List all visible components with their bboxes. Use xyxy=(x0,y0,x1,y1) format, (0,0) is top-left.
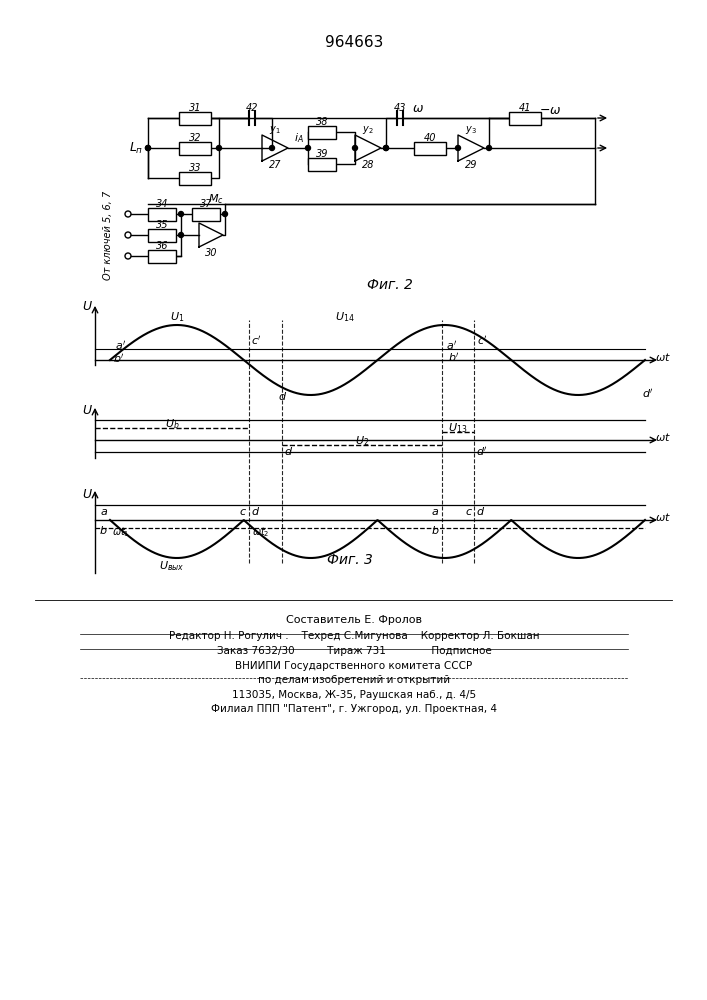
Text: 42: 42 xyxy=(246,103,258,113)
Text: 35: 35 xyxy=(156,220,168,230)
Text: Филиал ППП "Патент", г. Ужгород, ул. Проектная, 4: Филиал ППП "Патент", г. Ужгород, ул. Про… xyxy=(211,704,497,714)
Text: $c'$: $c'$ xyxy=(477,334,488,347)
Text: $d$: $d$ xyxy=(251,505,260,517)
Circle shape xyxy=(383,145,389,150)
Bar xyxy=(414,141,446,154)
Text: $L_п$: $L_п$ xyxy=(129,140,143,156)
Text: ВНИИПИ Государственного комитета СССР: ВНИИПИ Государственного комитета СССР xyxy=(235,661,472,671)
Text: $y_1$: $y_1$ xyxy=(269,124,281,136)
Circle shape xyxy=(216,145,221,150)
Text: $U_1$: $U_1$ xyxy=(170,310,184,324)
Text: 39: 39 xyxy=(316,149,328,159)
Text: 37: 37 xyxy=(200,199,212,209)
Text: U: U xyxy=(83,300,92,314)
Bar xyxy=(148,249,176,262)
Text: $i_A$: $i_A$ xyxy=(294,131,304,145)
Text: $U_2$: $U_2$ xyxy=(355,434,369,448)
Text: 28: 28 xyxy=(362,160,374,170)
Circle shape xyxy=(383,145,389,150)
Text: $d'$: $d'$ xyxy=(642,387,654,400)
Text: От ключей 5, 6, 7: От ключей 5, 6, 7 xyxy=(103,190,113,280)
Text: 32: 32 xyxy=(189,133,201,143)
Bar xyxy=(192,208,220,221)
Circle shape xyxy=(353,145,358,150)
Text: $U_{14}$: $U_{14}$ xyxy=(335,310,355,324)
Text: $c$: $c$ xyxy=(239,507,247,517)
Text: $d'$: $d'$ xyxy=(477,445,489,458)
Text: Фиг. 3: Фиг. 3 xyxy=(327,553,373,567)
Text: 964663: 964663 xyxy=(325,35,383,50)
Text: 38: 38 xyxy=(316,117,328,127)
Text: $U_{13}$: $U_{13}$ xyxy=(448,421,467,435)
Circle shape xyxy=(486,145,491,150)
Text: $b'$: $b'$ xyxy=(448,351,460,364)
Circle shape xyxy=(223,212,228,217)
Text: Составитель Е. Фролов: Составитель Е. Фролов xyxy=(286,615,422,625)
Text: $d$: $d$ xyxy=(477,505,486,517)
Text: $c'$: $c'$ xyxy=(251,334,262,347)
Text: $-\omega$: $-\omega$ xyxy=(539,104,561,117)
Circle shape xyxy=(146,145,151,150)
Text: $b'$: $b'$ xyxy=(113,352,125,365)
Bar xyxy=(179,141,211,154)
Text: $d$: $d$ xyxy=(278,390,287,402)
Text: U: U xyxy=(83,403,92,416)
Text: Редактор Н. Рогулич .    Техред С.Мигунова    Корректор Л. Бокшан: Редактор Н. Рогулич . Техред С.Мигунова … xyxy=(169,631,539,641)
Circle shape xyxy=(178,232,184,237)
Text: 40: 40 xyxy=(423,133,436,143)
Text: 34: 34 xyxy=(156,199,168,209)
Text: $U_b$: $U_b$ xyxy=(165,417,180,431)
Text: 33: 33 xyxy=(189,163,201,173)
Text: $U_{вых}$: $U_{вых}$ xyxy=(159,559,185,573)
Bar xyxy=(179,111,211,124)
Circle shape xyxy=(455,145,460,150)
Text: 36: 36 xyxy=(156,241,168,251)
Text: U: U xyxy=(83,488,92,500)
Text: $a'$: $a'$ xyxy=(115,339,127,352)
Text: $a'$: $a'$ xyxy=(447,339,458,352)
Bar xyxy=(509,111,541,124)
Bar xyxy=(308,157,336,170)
Text: $\omega t$: $\omega t$ xyxy=(655,351,671,363)
Text: Заказ 7632/30          Тираж 731              Подписное: Заказ 7632/30 Тираж 731 Подписное xyxy=(216,646,491,656)
Text: $c$: $c$ xyxy=(464,507,472,517)
Circle shape xyxy=(146,145,151,150)
Text: $\omega t_2$: $\omega t_2$ xyxy=(252,525,269,539)
Text: 113035, Москва, Ж-35, Раушская наб., д. 4/5: 113035, Москва, Ж-35, Раушская наб., д. … xyxy=(232,690,476,700)
Circle shape xyxy=(269,145,274,150)
Text: Фиг. 2: Фиг. 2 xyxy=(367,278,413,292)
Text: $a$: $a$ xyxy=(431,507,440,517)
Text: $y_2$: $y_2$ xyxy=(362,124,374,136)
Text: $\omega t$: $\omega t$ xyxy=(655,431,671,443)
Text: 30: 30 xyxy=(205,248,217,258)
Text: 41: 41 xyxy=(519,103,531,113)
Circle shape xyxy=(305,145,310,150)
Text: $\omega$: $\omega$ xyxy=(412,102,424,114)
Text: $\omega t$: $\omega t$ xyxy=(655,511,671,523)
Text: $y_3$: $y_3$ xyxy=(465,124,477,136)
Text: $b$: $b$ xyxy=(431,524,440,536)
Text: по делам изобретений и открытий: по делам изобретений и открытий xyxy=(258,675,450,685)
Bar xyxy=(148,229,176,241)
Text: $M_c$: $M_c$ xyxy=(208,192,224,206)
Bar xyxy=(308,125,336,138)
Text: $\omega t_1$: $\omega t_1$ xyxy=(112,525,129,539)
Text: 31: 31 xyxy=(189,103,201,113)
Bar xyxy=(179,172,211,184)
Text: 27: 27 xyxy=(269,160,281,170)
Text: $b$: $b$ xyxy=(100,524,108,536)
Text: 29: 29 xyxy=(464,160,477,170)
Text: $d$: $d$ xyxy=(284,445,293,457)
Text: 43: 43 xyxy=(394,103,407,113)
Bar xyxy=(148,208,176,221)
Text: $a$: $a$ xyxy=(100,507,108,517)
Circle shape xyxy=(178,212,184,217)
